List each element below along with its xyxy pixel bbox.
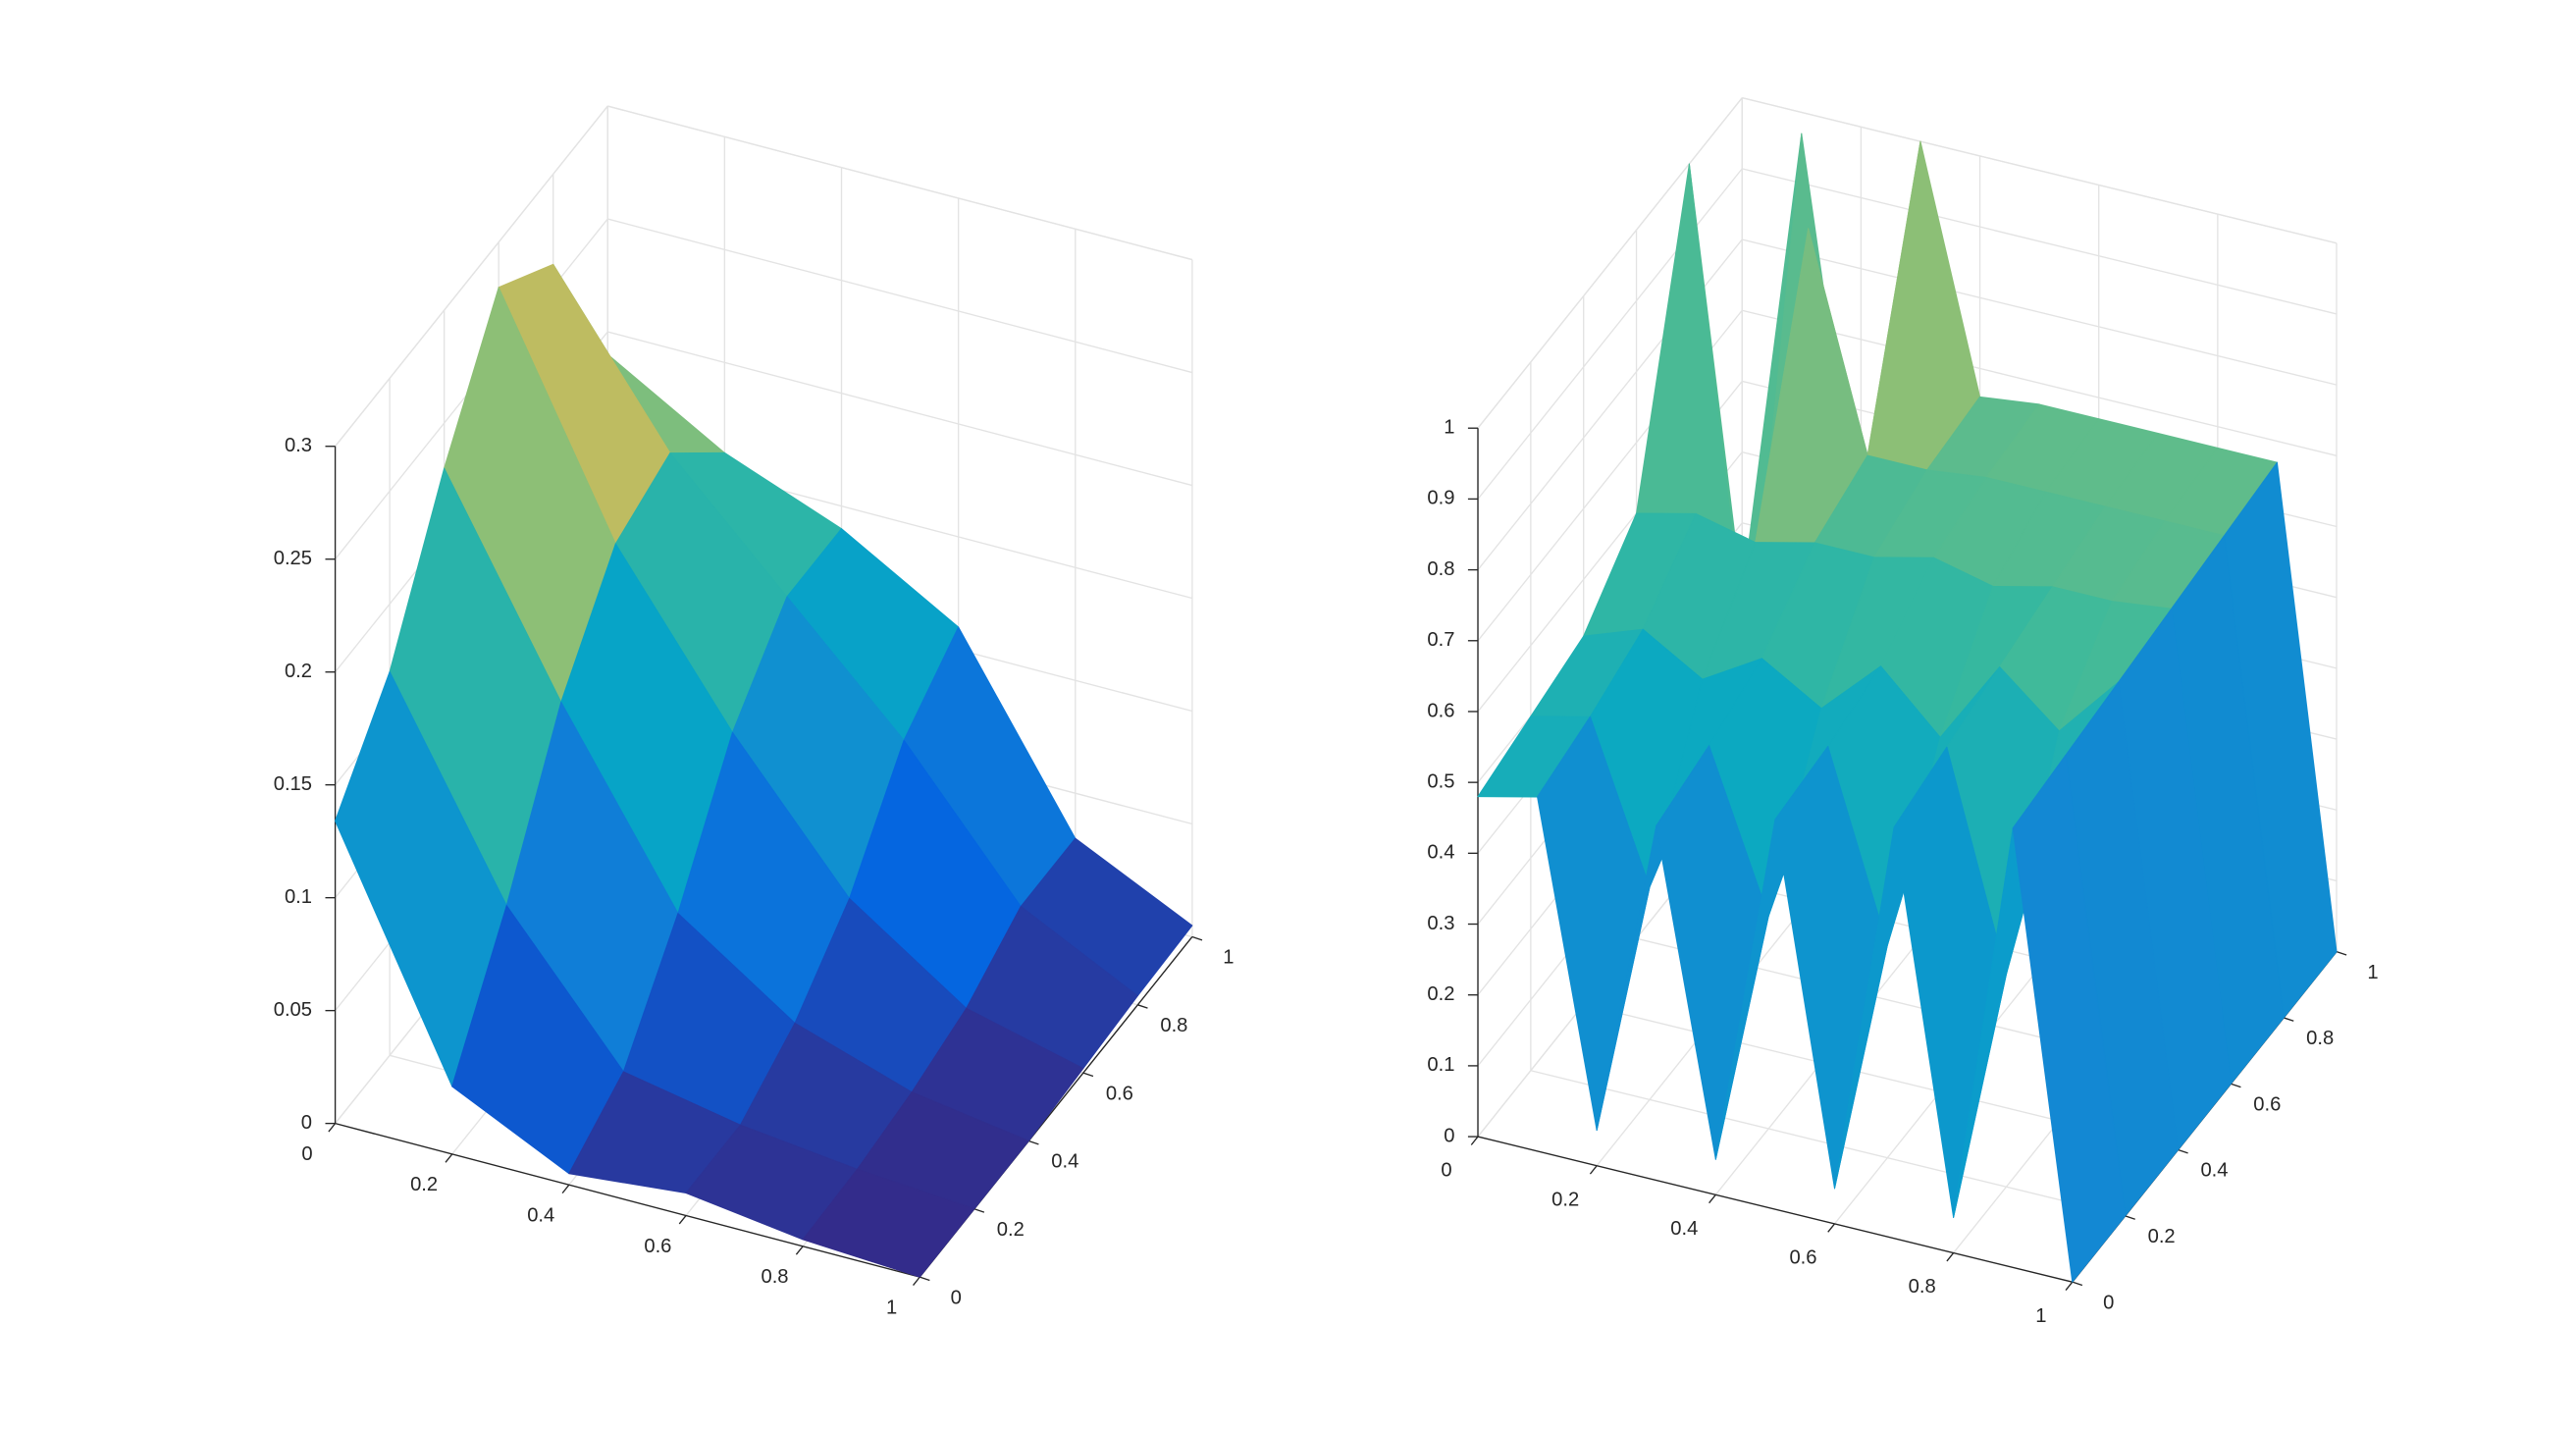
grid-line xyxy=(1742,238,2338,386)
x-tick-label: 1 xyxy=(2035,1305,2046,1327)
box-edge xyxy=(1742,97,2338,244)
y-tick-label: 0 xyxy=(2103,1292,2114,1313)
tick-mark xyxy=(2072,1281,2083,1287)
tick-mark xyxy=(445,1153,453,1163)
z-tick-label: 0.9 xyxy=(1427,488,1454,509)
y-tick-label: 0.4 xyxy=(1051,1151,1078,1173)
tick-mark xyxy=(973,1208,985,1213)
z-tick-label: 0.2 xyxy=(285,661,312,682)
x-tick-label: 0 xyxy=(1441,1160,1451,1182)
axis-line xyxy=(1477,1136,2073,1283)
x-tick-label: 0.2 xyxy=(410,1174,438,1195)
grid-line xyxy=(1742,168,2338,315)
z-tick-label: 0 xyxy=(1444,1125,1454,1146)
y-tick-label: 0.2 xyxy=(2148,1226,2176,1247)
tick-mark xyxy=(678,1215,687,1225)
z-tick-label: 1 xyxy=(1444,417,1454,439)
z-tick-label: 0.4 xyxy=(1427,842,1454,864)
y-tick-label: 0.2 xyxy=(997,1219,1025,1241)
tick-mark xyxy=(2336,950,2347,956)
tick-mark xyxy=(561,1184,570,1194)
x-tick-label: 0.8 xyxy=(1909,1276,1936,1298)
x-tick-label: 0.4 xyxy=(527,1205,554,1227)
surface xyxy=(1477,132,2338,1283)
surface-cell xyxy=(2012,754,2127,1283)
x-tick-label: 0.6 xyxy=(644,1236,671,1257)
box-edge xyxy=(607,105,1193,261)
x-tick-label: 1 xyxy=(886,1297,897,1318)
tick-mark xyxy=(1827,1223,1835,1233)
grid-line xyxy=(1477,168,1743,500)
tick-mark xyxy=(2125,1215,2135,1220)
y-tick-label: 0.8 xyxy=(1160,1015,1187,1036)
tick-mark xyxy=(1470,1136,1479,1145)
y-tick-label: 0.6 xyxy=(2253,1093,2281,1115)
z-tick-label: 0.1 xyxy=(1427,1054,1454,1076)
box-edge xyxy=(1477,97,1743,429)
z-tick-label: 0.6 xyxy=(1427,700,1454,721)
z-tick-label: 0.25 xyxy=(274,548,312,569)
tick-mark xyxy=(2231,1083,2241,1088)
z-tick-label: 0.3 xyxy=(1427,913,1454,934)
y-tick-label: 0.8 xyxy=(2306,1028,2334,1049)
x-tick-label: 0 xyxy=(301,1143,312,1165)
tick-mark xyxy=(1137,1004,1148,1009)
y-tick-label: 1 xyxy=(1223,947,1234,969)
z-tick-label: 0.1 xyxy=(285,886,312,908)
tick-mark xyxy=(1946,1252,1955,1262)
z-tick-label: 0.05 xyxy=(274,999,312,1021)
y-tick-label: 0.6 xyxy=(1106,1083,1133,1104)
tick-mark xyxy=(1028,1140,1039,1145)
y-tick-label: 0.4 xyxy=(2200,1160,2228,1182)
tick-mark xyxy=(920,1276,930,1282)
y-tick-label: 1 xyxy=(2367,962,2378,983)
surface-cell xyxy=(802,1168,975,1278)
grid-line xyxy=(1742,309,2338,456)
z-tick-label: 0.2 xyxy=(1427,983,1454,1005)
tick-mark xyxy=(1082,1072,1094,1078)
x-tick-label: 0.8 xyxy=(761,1266,788,1288)
z-tick-label: 0.3 xyxy=(285,435,312,456)
tick-mark xyxy=(913,1276,920,1286)
grid-line xyxy=(607,218,1193,374)
tick-mark xyxy=(795,1246,804,1255)
z-tick-label: 0.5 xyxy=(1427,770,1454,792)
grid-line xyxy=(607,331,1193,487)
tick-mark xyxy=(2178,1148,2188,1154)
tick-mark xyxy=(2065,1281,2074,1291)
z-tick-label: 0 xyxy=(301,1112,312,1134)
tick-mark xyxy=(1709,1193,1716,1204)
box-edge xyxy=(335,105,608,448)
z-tick-label: 0.8 xyxy=(1427,558,1454,580)
axis-line xyxy=(335,1122,920,1278)
x-tick-label: 0.2 xyxy=(1551,1189,1579,1210)
surface xyxy=(335,263,1193,1278)
tick-mark xyxy=(2283,1017,2294,1022)
z-tick-label: 0.7 xyxy=(1427,629,1454,651)
y-tick-label: 0 xyxy=(951,1287,962,1308)
x-tick-label: 0.4 xyxy=(1670,1218,1698,1240)
x-tick-label: 0.6 xyxy=(1789,1247,1816,1269)
tick-mark xyxy=(328,1123,337,1133)
z-tick-label: 0.15 xyxy=(274,773,312,795)
tick-mark xyxy=(1191,935,1203,941)
tick-mark xyxy=(1589,1165,1598,1175)
